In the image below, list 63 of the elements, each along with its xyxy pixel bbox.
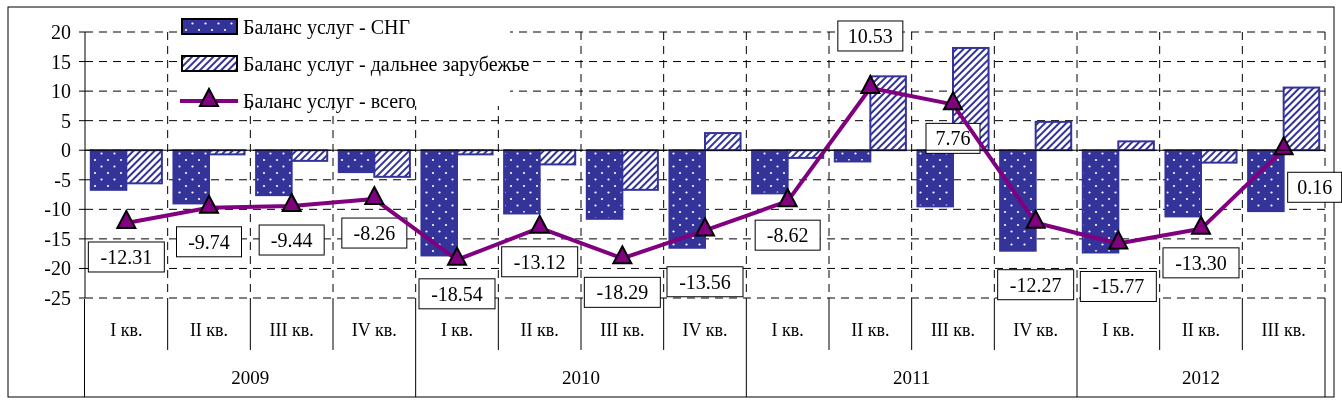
x-tick-label: II кв. xyxy=(520,320,559,340)
y-tick-label: 0 xyxy=(61,139,71,162)
y-tick-label: -5 xyxy=(54,168,71,191)
data-label: -9.44 xyxy=(270,229,313,252)
legend-label: Баланс услуг - всего xyxy=(243,90,416,113)
x-tick-label: II кв. xyxy=(189,320,229,340)
text: 2012 xyxy=(1182,367,1220,388)
x-tick-label: III кв. xyxy=(269,320,314,340)
y-tick-label: -15 xyxy=(44,227,71,250)
data-label: 7.76 xyxy=(935,127,971,150)
data-label: -18.29 xyxy=(596,281,649,304)
x-tick-label: IV кв. xyxy=(682,320,728,340)
data-label: 10.53 xyxy=(847,24,893,47)
x-tick-label: I кв. xyxy=(110,320,143,340)
point xyxy=(116,209,137,229)
data-label: -12.31 xyxy=(100,245,153,268)
x-tick-label: IV кв. xyxy=(1013,320,1059,340)
y-tick-label: 10 xyxy=(51,80,71,103)
data-label: -13.56 xyxy=(679,270,731,293)
y-tick-label: 20 xyxy=(51,21,71,43)
text: 2009 xyxy=(231,367,270,388)
text: 2010 xyxy=(562,367,600,388)
point xyxy=(281,193,302,213)
legend-label: Баланс услуг - СНГ xyxy=(243,16,411,39)
x-tick-label: I кв. xyxy=(771,320,804,340)
y-tick-label: 15 xyxy=(51,50,71,73)
point xyxy=(1108,230,1129,250)
data-label: -13.12 xyxy=(513,250,566,273)
point xyxy=(1025,209,1046,229)
y-tick-label: -10 xyxy=(44,198,71,221)
data-label: -18.54 xyxy=(431,282,483,305)
point xyxy=(612,245,633,265)
x-tick-label: I кв. xyxy=(440,320,474,340)
point xyxy=(943,91,963,111)
data-label: -12.27 xyxy=(1009,273,1062,296)
legend-label: Баланс услуг - дальнее зарубежье xyxy=(243,53,530,76)
point xyxy=(364,186,385,206)
bar xyxy=(1282,86,1321,152)
x-tick-label: II кв. xyxy=(851,320,890,340)
x-tick-label: III кв. xyxy=(930,320,976,340)
x-tick-label: II кв. xyxy=(1181,320,1221,340)
y-tick-label: 5 xyxy=(61,109,71,132)
data-label: -9.74 xyxy=(188,230,230,253)
point xyxy=(1191,215,1211,235)
data-label: -13.30 xyxy=(1175,251,1227,274)
point xyxy=(199,194,219,214)
y-tick-label: -25 xyxy=(44,287,71,309)
point xyxy=(860,74,881,94)
point xyxy=(695,217,715,237)
point xyxy=(1273,136,1294,156)
data-label: -8.26 xyxy=(353,222,396,245)
data-label: 0.16 xyxy=(1297,176,1333,199)
data-label: -8.62 xyxy=(766,224,809,247)
point xyxy=(447,246,467,266)
text: 2011 xyxy=(893,367,931,388)
x-tick-label: III кв. xyxy=(600,320,645,340)
x-tick-label: IV кв. xyxy=(351,320,397,340)
point xyxy=(529,214,550,234)
data-label: -15.77 xyxy=(1092,275,1145,298)
y-tick-label: -20 xyxy=(44,257,71,280)
point xyxy=(777,188,798,208)
x-tick-label: I кв. xyxy=(1102,320,1135,340)
x-tick-label: III кв. xyxy=(1261,320,1306,340)
